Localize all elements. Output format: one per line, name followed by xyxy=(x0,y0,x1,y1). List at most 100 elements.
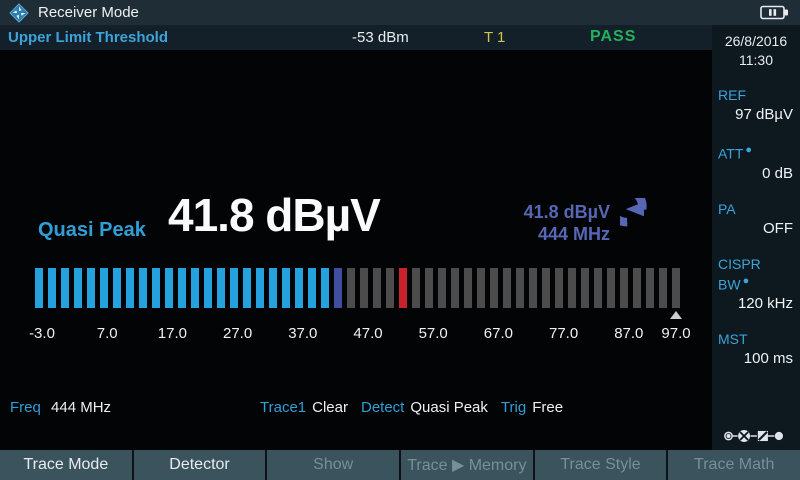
meter-bar-signal xyxy=(321,268,329,308)
meter-bar-off xyxy=(672,268,680,308)
scale-tick: 47.0 xyxy=(353,325,383,342)
page-title: Receiver Mode xyxy=(38,4,139,21)
meter-bar-signal xyxy=(139,268,147,308)
softkey-trace-memory: Trace ▶ Memory xyxy=(401,450,533,480)
sidebar-param-pa[interactable]: PA OFF xyxy=(712,201,800,239)
recall-readout: 41.8 dBµV 444 MHz xyxy=(460,201,610,245)
undo-arrow-icon[interactable] xyxy=(606,186,666,253)
meter-bar-signal xyxy=(308,268,316,308)
meter-bar-off xyxy=(503,268,511,308)
status-value: Clear xyxy=(312,399,348,416)
scale-tick: 17.0 xyxy=(157,325,187,342)
meter-bar-off xyxy=(529,268,537,308)
freq-field[interactable]: Freq 444 MHz xyxy=(10,399,124,416)
scale-tick: 37.0 xyxy=(288,325,318,342)
limit-row-label[interactable]: Upper Limit Threshold xyxy=(8,29,169,46)
meter-bar-off xyxy=(425,268,433,308)
meter-bar-off xyxy=(438,268,446,308)
meter-bar-signal xyxy=(178,268,186,308)
mixer-icon xyxy=(738,430,751,442)
status-label: Detect xyxy=(361,399,405,416)
meter-bar-off xyxy=(633,268,641,308)
softkey-trace-math: Trace Math xyxy=(668,450,800,480)
detector-label: Quasi Peak xyxy=(38,219,146,241)
limit-row-value[interactable]: -53 dBm xyxy=(352,29,409,46)
param-label: ATT ● xyxy=(718,144,753,162)
softkey-trace-style: Trace Style xyxy=(534,450,667,480)
meter-bar-signal xyxy=(74,268,82,308)
sidebar-param-cispr-bw[interactable]: CISPR BW ● 120 kHz xyxy=(712,256,800,315)
meter-scale: -3.0 7.0 17.0 27.0 37.0 47.0 57.0 67.0 77.0 87.0 9… xyxy=(29,325,691,343)
recall-freq: 444 MHz xyxy=(537,224,610,244)
param-label: PA xyxy=(718,200,736,217)
meter-bar-off xyxy=(464,268,472,308)
scale-tick: 27.0 xyxy=(222,325,253,342)
scale-tick: 87.0 xyxy=(614,325,644,342)
meter-bar-signal xyxy=(48,268,56,308)
softkey-bar: Trace Mode Detector Show Trace ▶ Memory Trac… xyxy=(0,450,800,480)
status-field-trace1[interactable]: Trace1 Clear xyxy=(260,399,361,416)
meter-bar-signal xyxy=(113,268,121,308)
scale-tick: 67.0 xyxy=(483,325,513,342)
sidebar-params: REF 97 dBµV ATT ● 0 dB PA OFF CISPR BW ● 120 kHz M… xyxy=(712,87,800,369)
softkey-trace-mode[interactable]: Trace Mode xyxy=(0,450,132,480)
meter-bar-off xyxy=(451,268,459,308)
status-value: Free xyxy=(532,399,564,416)
meter-bar-signal xyxy=(243,268,251,308)
meter-bar-off xyxy=(542,268,550,308)
meter-bar-signal xyxy=(100,268,108,308)
meter-bar-signal xyxy=(269,268,277,308)
meter-bar-signal xyxy=(87,268,95,308)
meter-bar-off xyxy=(568,268,576,308)
param-label: CISPR BW ● xyxy=(718,255,761,293)
meter-bar-off xyxy=(477,268,485,308)
freq-value: 444 MHz xyxy=(51,399,112,416)
rs-app-icon xyxy=(9,2,29,23)
status-value: Quasi Peak xyxy=(410,399,488,416)
scale-tick: 97.0 xyxy=(661,325,691,342)
ref-level-marker-icon xyxy=(670,311,682,319)
meter-bar-signal xyxy=(191,268,199,308)
title-bar: Receiver Mode xyxy=(0,0,800,25)
sidebar-param-att[interactable]: ATT ● 0 dB xyxy=(712,142,800,184)
sidebar-param-mst[interactable]: MST 100 ms xyxy=(712,331,800,369)
param-label: REF xyxy=(718,87,746,103)
recall-level: 41.8 dBµV xyxy=(523,202,610,222)
meter-bar-signal xyxy=(35,268,43,308)
param-value: 0 dB xyxy=(762,164,793,182)
signal-chain-icons xyxy=(712,427,800,445)
meter-bar-transition xyxy=(334,268,342,308)
param-value: OFF xyxy=(763,219,793,237)
meter-bar-off xyxy=(360,268,368,308)
level-bar-meter xyxy=(35,268,680,308)
status-field-detect[interactable]: Detect Quasi Peak xyxy=(361,399,501,416)
meter-bar-signal xyxy=(165,268,173,308)
meter-bar-off xyxy=(659,268,667,308)
sidebar: 26/8/2016 11:30 REF 97 dBµV ATT ● 0 dB PA OFF C… xyxy=(712,25,800,450)
meter-bar-limit xyxy=(399,268,407,308)
scale-tick: 7.0 xyxy=(96,325,118,342)
coupled-dot-icon: ● xyxy=(745,144,753,156)
param-value: 120 kHz xyxy=(737,295,793,313)
scale-tick: -3.0 xyxy=(29,325,55,342)
softkey-detector[interactable]: Detector xyxy=(133,450,266,480)
filter-icon xyxy=(757,430,768,442)
meter-bar-signal xyxy=(126,268,134,308)
limit-row: Upper Limit Threshold -53 dBm T 1 PASS xyxy=(0,25,712,50)
meter-bar-off xyxy=(620,268,628,308)
coupled-dot-icon: ● xyxy=(742,274,750,287)
meter-bar-off xyxy=(490,268,498,308)
scale-tick: 57.0 xyxy=(418,325,448,342)
status-field-trig[interactable]: Trig Free xyxy=(501,399,576,416)
meter-bar-signal xyxy=(217,268,225,308)
meter-bar-signal xyxy=(152,268,160,308)
meter-bar-off xyxy=(581,268,589,308)
meter-bar-off xyxy=(412,268,420,308)
scale-tick: 77.0 xyxy=(548,325,579,342)
meter-bar-off xyxy=(386,268,394,308)
detector-icon xyxy=(774,431,784,441)
meter-bar-signal xyxy=(282,268,290,308)
status-label: Trace1 xyxy=(260,399,307,416)
sidebar-param-ref[interactable]: REF 97 dBµV xyxy=(712,87,800,125)
